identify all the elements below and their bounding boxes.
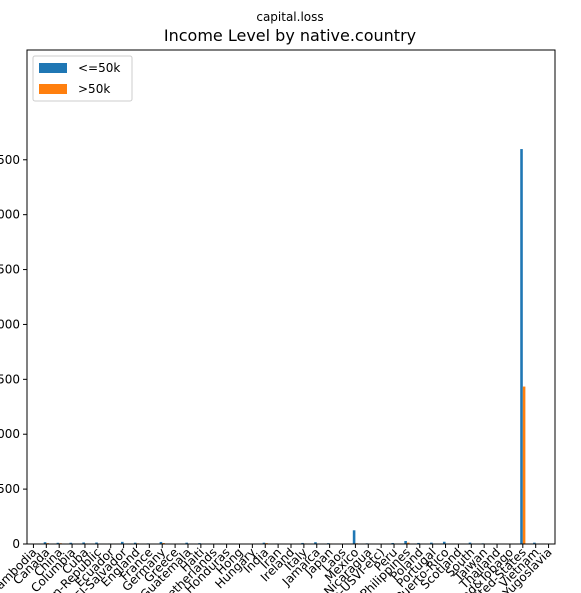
bar-gt50k-38: [522, 386, 526, 544]
legend-swatch: [39, 84, 67, 94]
bar-le50k-7: [121, 541, 124, 544]
legend-label: <=50k: [78, 61, 120, 75]
y-tick-label: 10000: [0, 317, 20, 331]
chart-title: Income Level by native.country: [164, 26, 416, 45]
bar-le50k-4: [82, 542, 85, 544]
chart-header-label: capital.loss: [256, 10, 323, 24]
y-tick-label: 17500: [0, 153, 20, 167]
bar-le50k-29: [404, 540, 407, 544]
bar-le50k-18: [262, 542, 266, 544]
legend: <=50k >50k: [32, 55, 133, 102]
bar-le50k-31: [430, 542, 433, 544]
plot-area-frame: [26, 49, 556, 545]
bar-le50k-34: [468, 542, 472, 544]
bar-le50k-8: [133, 542, 137, 544]
legend-label: >50k: [78, 82, 110, 96]
bar-le50k-28: [391, 542, 395, 544]
y-tick-label: 12500: [0, 263, 20, 277]
bar-le50k-21: [301, 542, 304, 544]
bar-le50k-1: [43, 542, 47, 544]
bar-le50k-10: [159, 541, 163, 544]
legend-swatch: [39, 63, 67, 73]
bar-gt50k-29: [406, 542, 410, 544]
bar-le50k-3: [69, 542, 73, 544]
bar-le50k-5: [95, 542, 98, 544]
bar-le50k-2: [56, 542, 60, 544]
y-tick-label: 7500: [0, 372, 20, 386]
y-tick-label: 2500: [0, 482, 20, 496]
bar-le50k-39: [533, 542, 536, 544]
bar-le50k-38: [520, 149, 523, 544]
bar-le50k-30: [417, 542, 420, 544]
bar-le50k-32: [442, 541, 446, 544]
y-tick-label: 0: [12, 537, 20, 551]
x-axis: CambodiaCanadaChinaColumbiaCubaDominican…: [0, 544, 555, 593]
bars-group: [30, 149, 552, 544]
bar-le50k-22: [314, 542, 317, 544]
bar-le50k-12: [185, 542, 188, 544]
bar-le50k-25: [352, 530, 356, 544]
y-tick-label: 15000: [0, 208, 20, 222]
